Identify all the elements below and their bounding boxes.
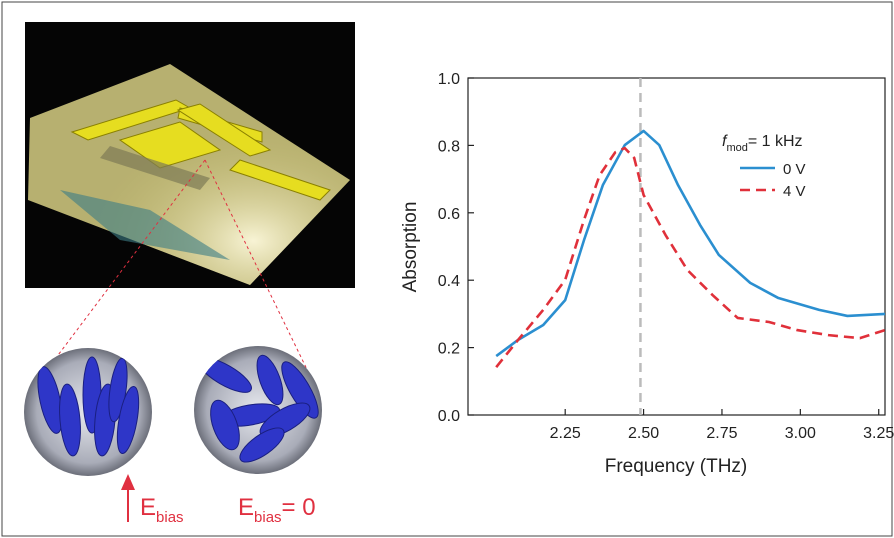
y-tick-label: 0.2 bbox=[438, 341, 460, 358]
zero-bias-main: E bbox=[238, 494, 254, 521]
chart: Frequency (THz) Absorption fmod= 1 kHz 2… bbox=[400, 71, 894, 477]
bias-arrow-head bbox=[121, 474, 135, 490]
y-tick-label: 0.6 bbox=[438, 206, 460, 223]
zoom-line bbox=[27, 159, 206, 396]
device-illustration bbox=[25, 22, 355, 288]
y-tick-label: 1.0 bbox=[438, 71, 460, 88]
legend-title-sub: mod bbox=[726, 142, 747, 154]
x-tick-label: 2.50 bbox=[628, 425, 659, 442]
series-line bbox=[495, 129, 886, 358]
x-axis-label: Frequency (THz) bbox=[605, 456, 748, 477]
zoom-line bbox=[204, 159, 319, 393]
x-tick-label: 3.25 bbox=[863, 425, 894, 442]
y-tick-label: 0.4 bbox=[438, 273, 460, 290]
legend-label: 0 V bbox=[783, 161, 806, 178]
random-molecules bbox=[194, 346, 322, 474]
zero-bias-label: Ebias= 0 bbox=[238, 494, 316, 526]
zero-bias-sub: bias bbox=[254, 509, 282, 526]
legend-title-italic: f bbox=[722, 133, 728, 150]
series-line bbox=[495, 146, 886, 368]
legend-title-text: = 1 kHz bbox=[748, 133, 803, 150]
plot-frame bbox=[467, 77, 886, 416]
x-tick-label: 3.00 bbox=[785, 425, 816, 442]
x-tick-label: 2.75 bbox=[706, 425, 737, 442]
bias-label: Ebias bbox=[140, 494, 184, 526]
aligned-molecules bbox=[24, 348, 152, 476]
y-tick-label: 0.0 bbox=[438, 408, 460, 425]
bias-label-main: E bbox=[140, 494, 156, 521]
legend-label: 4 V bbox=[783, 183, 806, 200]
legend-title: fmod= 1 kHz bbox=[722, 133, 803, 154]
zero-bias-rest: = 0 bbox=[282, 494, 316, 521]
x-tick-label: 2.25 bbox=[550, 425, 581, 442]
y-tick-label: 0.8 bbox=[438, 138, 460, 155]
bias-label-sub: bias bbox=[156, 509, 184, 526]
y-axis-label: Absorption bbox=[400, 202, 421, 293]
